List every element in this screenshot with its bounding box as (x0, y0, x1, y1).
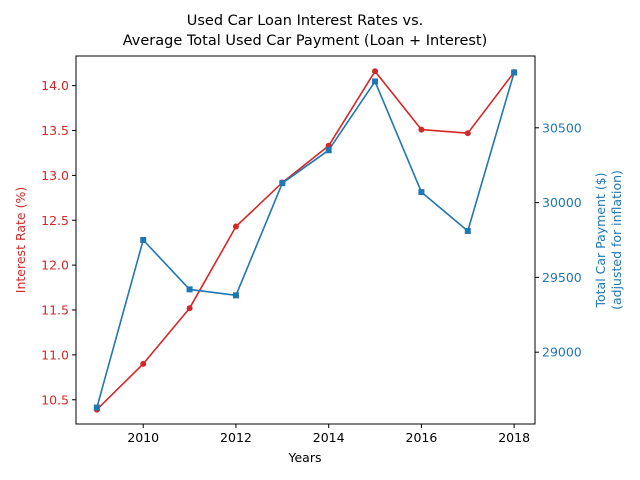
total-payment-point (279, 180, 286, 187)
left-y-tick-label: 11.5 (41, 303, 69, 318)
left-y-tick-label: 12.5 (41, 213, 69, 228)
left-y-axis-label: Interest Rate (%) (13, 187, 28, 293)
plot-area (75, 55, 536, 425)
total-payment-point (186, 286, 193, 293)
interest-rate-point (140, 360, 147, 367)
chart-title-line-1: Used Car Loan Interest Rates vs. (187, 13, 424, 29)
right-y-tick-label: 30000 (542, 195, 582, 210)
interest-rate-point (372, 68, 379, 75)
left-y-axis: 10.5 11.0 11.5 12.0 12.5 13.0 13.5 14.0 (41, 78, 76, 407)
total-payment-point (464, 228, 471, 235)
left-y-tick-label: 10.5 (41, 392, 69, 407)
left-y-tick-label: 12.0 (41, 258, 69, 273)
total-payment-point (372, 78, 379, 85)
x-tick-label: 2012 (220, 430, 252, 445)
total-payment-point (93, 404, 100, 411)
total-payment-point (232, 292, 239, 299)
left-y-tick-label: 11.0 (41, 347, 69, 362)
x-axis-label: Years (288, 450, 322, 465)
total-payment-point (325, 147, 332, 154)
right-y-tick-label: 29500 (542, 270, 582, 285)
x-tick-label: 2014 (313, 430, 345, 445)
total-payment-point (511, 69, 518, 76)
right-y-axis: 29000 29500 30000 30500 (535, 120, 582, 360)
right-y-axis-label-line-2: (adjusted for inflation) (609, 170, 624, 310)
x-tick-label: 2018 (498, 430, 530, 445)
right-y-axis-label-line-1: Total Car Payment ($) (593, 172, 608, 308)
x-tick-label: 2010 (127, 430, 159, 445)
interest-rate-point (186, 305, 193, 312)
right-y-tick-label: 29000 (542, 345, 582, 360)
interest-rate-point (232, 223, 239, 230)
series-line-interest-rate (96, 70, 515, 411)
x-tick-label: 2016 (406, 430, 438, 445)
x-axis: 2010 2012 2014 2016 2018 (127, 424, 530, 445)
interest-rate-point (418, 126, 425, 133)
left-y-tick-label: 13.0 (41, 168, 69, 183)
chart-title-line-2: Average Total Used Car Payment (Loan + I… (123, 33, 488, 49)
series-layer (93, 68, 518, 413)
left-y-tick-label: 13.5 (41, 123, 69, 138)
series-line-total-payment (96, 72, 515, 408)
left-y-tick-label: 14.0 (41, 78, 69, 93)
right-y-tick-label: 30500 (542, 120, 582, 135)
total-payment-point (418, 189, 425, 196)
interest-rate-point (464, 130, 471, 137)
total-payment-point (140, 237, 147, 243)
